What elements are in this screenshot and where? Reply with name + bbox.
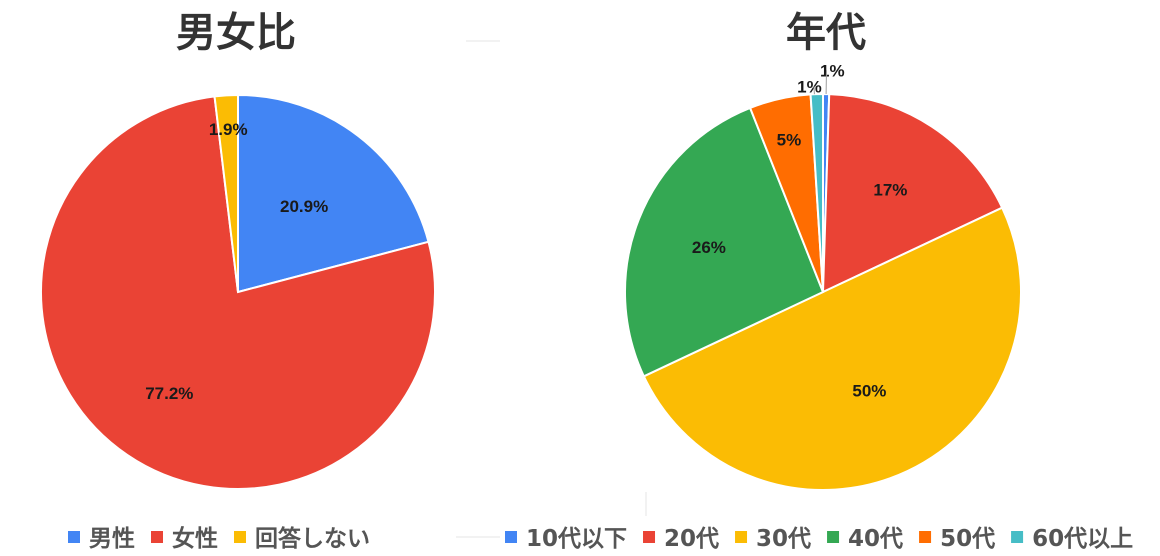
legend-swatch [68,531,80,543]
data-label: 26% [692,238,726,257]
data-label: 20.9% [280,197,328,216]
legend-swatch [234,531,246,543]
legend-label: 女性 [172,525,218,552]
data-label: 1% [820,61,845,80]
age-chart: 年代 1% 17% 50% 26% 5% 1% 10代以下 20代 30代 40代 50代 60代以… [505,10,1133,552]
data-label: 1% [797,78,822,97]
legend-swatch [151,531,163,543]
legend-label: 60代以上 [1032,526,1133,552]
legend-label: 男性 [89,526,135,552]
legend-swatch [919,531,932,543]
legend: 10代以下 20代 30代 40代 50代 60代以上 [505,526,1133,552]
chart-title: 年代 [786,10,866,56]
chart-title: 男女比 [176,10,296,56]
data-label: 77.2% [145,384,193,403]
data-label: 50% [852,382,886,401]
legend-swatch [735,531,748,543]
legend-swatch [1011,531,1024,543]
pie-slice [213,93,239,293]
pie-slice [624,106,825,378]
pie-slice [809,92,824,293]
data-label: 1.9% [209,120,248,139]
legend-label: 回答しない [255,525,370,552]
pie: 1% 17% 50% 26% 5% 1% [624,61,1022,491]
data-label: 17% [873,180,907,199]
data-label: 5% [777,130,802,149]
legend-label: 40代 [848,526,903,552]
pie-slice [821,93,1004,294]
pie-slice [40,95,436,490]
legend-label: 10代以下 [526,526,627,552]
legend-label: 50代 [940,526,995,552]
legend-swatch [505,531,517,543]
pie-slice [237,93,430,294]
legend-swatch [643,531,656,543]
pie: 20.9% 77.2% 1.9% [40,93,436,490]
legend-swatch [827,531,840,543]
legend-label: 30代 [756,526,811,552]
pie-slice [642,206,1022,491]
legend: 男性 女性 回答しない [68,525,370,552]
gender-chart: 男女比 20.9% 77.2% 1.9% 男性 女性 回答しない [40,10,436,552]
legend-label: 20代 [664,526,719,552]
